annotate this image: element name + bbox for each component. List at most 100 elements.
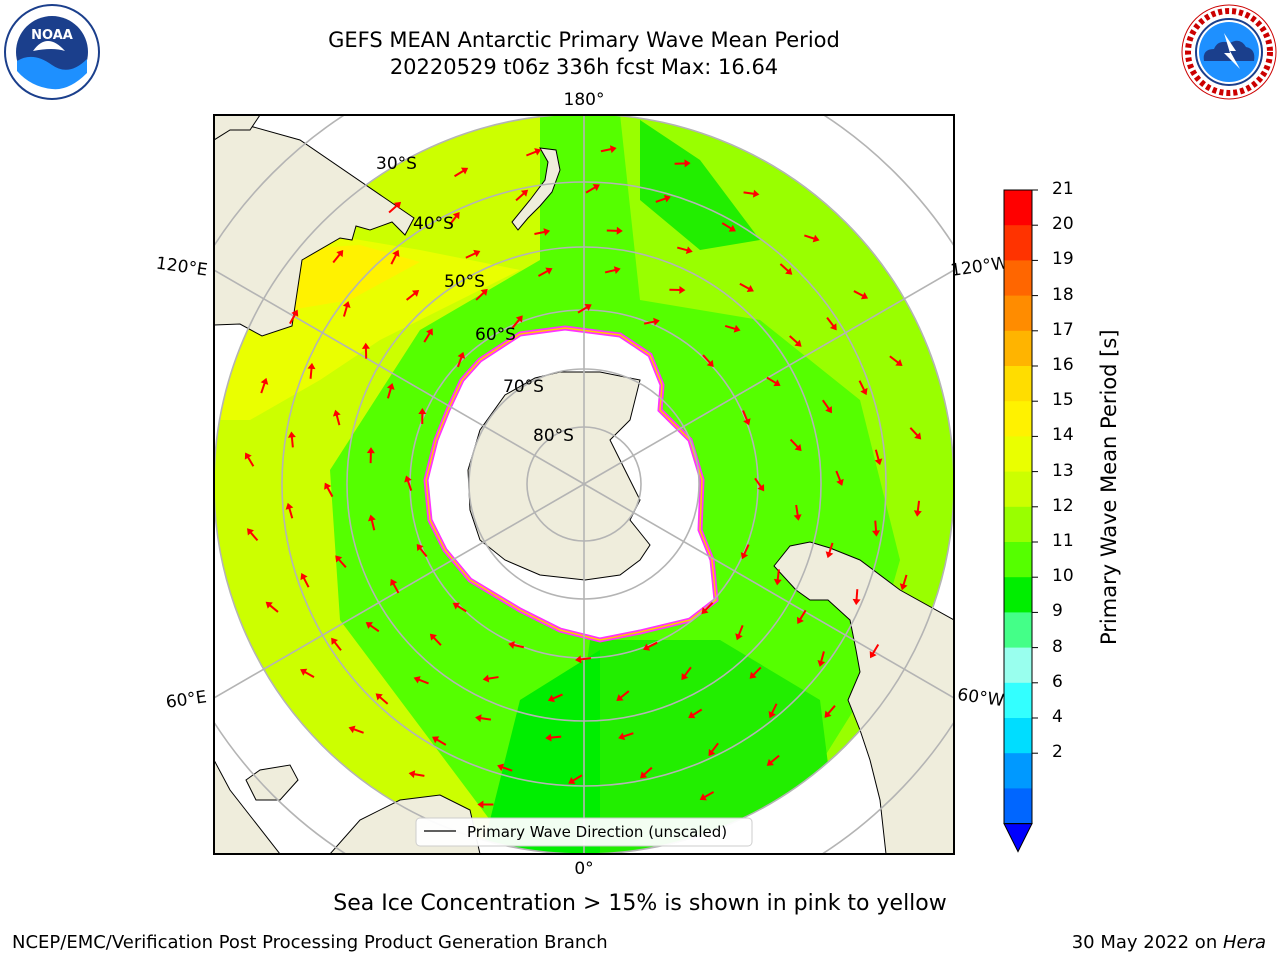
wave-arrow (899, 574, 908, 591)
noaa-logo: NOAA (4, 4, 100, 100)
lat-label-40s: 40°S (413, 214, 454, 234)
wave-arrow (688, 708, 703, 719)
colorbar-tick-label: 6 (1052, 671, 1063, 692)
wave-arrow (348, 725, 364, 734)
colorbar-tick-label: 13 (1052, 460, 1074, 481)
wave-arrow (852, 589, 861, 606)
colorbar-extend-arrow (1003, 823, 1033, 853)
wave-arrow (404, 475, 413, 491)
wave-arrow (375, 693, 389, 705)
wave-arrow (247, 528, 259, 542)
colorbar-tick-label: 15 (1052, 390, 1074, 411)
colorbar-segment (1004, 260, 1032, 297)
wave-arrow (289, 309, 299, 325)
wave-arrow (913, 500, 922, 517)
wave-arrow (361, 342, 370, 359)
south-america-land (773, 541, 954, 854)
wave-arrow (701, 601, 714, 615)
colorbar-segment (1004, 682, 1032, 719)
wave-arrow (702, 354, 714, 367)
colorbar-segment (1004, 753, 1032, 789)
colorbar-segment (1004, 295, 1032, 332)
lon-label-60w: 60°W (956, 685, 1005, 711)
sea-ice-caption: Sea Ice Concentration > 15% is shown in … (333, 891, 947, 916)
lat-label-70s: 70°S (503, 377, 544, 397)
wave-arrow (244, 452, 255, 467)
wave-arrow (332, 409, 341, 426)
wave-arrow (869, 643, 880, 659)
colorbar-tick-label: 14 (1052, 425, 1074, 446)
colorbar-tick-label: 10 (1052, 566, 1074, 587)
wave-arrow (642, 641, 658, 651)
wave-arrow (616, 690, 630, 702)
wave-arrow (477, 800, 494, 809)
wave-arrow (331, 637, 342, 651)
wave-arrow (797, 609, 807, 624)
wave-arrow (418, 408, 427, 425)
wave-arrow (324, 482, 334, 498)
wave-arrow (835, 470, 844, 486)
wave-arrow (604, 266, 621, 274)
lon-label-0: 0° (574, 859, 593, 879)
wave-arrow (545, 733, 562, 742)
colorbar-segment (1004, 366, 1032, 402)
wave-arrow (335, 555, 347, 568)
wave-arrow (766, 754, 780, 766)
wave-arrow (497, 763, 513, 772)
wave-arrow (749, 666, 762, 679)
wave-arrow (390, 249, 400, 265)
wave-arrow (423, 328, 433, 343)
colorbar-tick-label: 12 (1052, 495, 1074, 516)
colorbar-title: Primary Wave Mean Period [s] (1097, 329, 1121, 645)
wave-arrow (300, 572, 310, 588)
wave-arrow (789, 335, 802, 347)
colorbar-tick-label: 2 (1052, 742, 1063, 763)
wave-arrow (804, 234, 820, 243)
wave-arrow (285, 502, 294, 519)
wave-arrow (416, 543, 428, 558)
map-frame (213, 114, 955, 855)
lon-label-120w: 120°W (949, 253, 1009, 281)
wave-arrow (676, 246, 693, 255)
australia-land (214, 115, 415, 337)
wave-arrow (287, 431, 296, 448)
lat-label-50s: 50°S (444, 272, 485, 292)
colorbar-segment (1004, 330, 1032, 367)
colorbar-segment (1004, 401, 1032, 437)
colorbar-tick-label: 21 (1052, 179, 1074, 199)
wave-arrow (568, 774, 583, 784)
colorbar-tick-label: 9 (1052, 601, 1063, 622)
lat-label-80s: 80°S (533, 426, 574, 446)
colorbar-segment (1004, 647, 1032, 684)
wave-arrow (768, 703, 778, 719)
wave-arrow (743, 189, 760, 198)
wave-arrow (674, 159, 691, 168)
wave-arrow (575, 655, 592, 664)
wave-arrow (475, 288, 488, 301)
wave-arrow (643, 317, 660, 326)
wave-arrow (388, 201, 402, 214)
lon-label-180: 180° (564, 90, 605, 110)
colorbar-tick-label: 11 (1052, 531, 1074, 551)
wave-arrow (511, 315, 523, 329)
wave-arrow (449, 211, 460, 226)
wave-arrow (739, 282, 754, 293)
wave-arrow (824, 705, 836, 718)
colorbar-tick-label: 18 (1052, 284, 1074, 305)
wave-arrow (708, 742, 719, 757)
wave-arrow (429, 633, 442, 646)
colorbar-tick-label: 8 (1052, 636, 1063, 657)
wave-arrow (874, 449, 883, 466)
lat-label-60s: 60°S (475, 325, 516, 345)
chart-title: GEFS MEAN Antarctic Primary Wave Mean Pe… (328, 28, 840, 52)
wave-arrow (640, 766, 653, 779)
wave-arrow (600, 145, 617, 154)
chart-subtitle: 20220529 t06z 336h fcst Max: 16.64 (389, 55, 779, 79)
wave-arrow (742, 410, 751, 426)
wave-direction-arrows (244, 145, 922, 809)
wave-arrow (332, 249, 344, 264)
wave-arrow (655, 194, 671, 203)
footer-machine: Hera (1222, 932, 1266, 953)
lon-label-60e: 60°E (165, 687, 208, 712)
nws-logo (1181, 4, 1277, 100)
